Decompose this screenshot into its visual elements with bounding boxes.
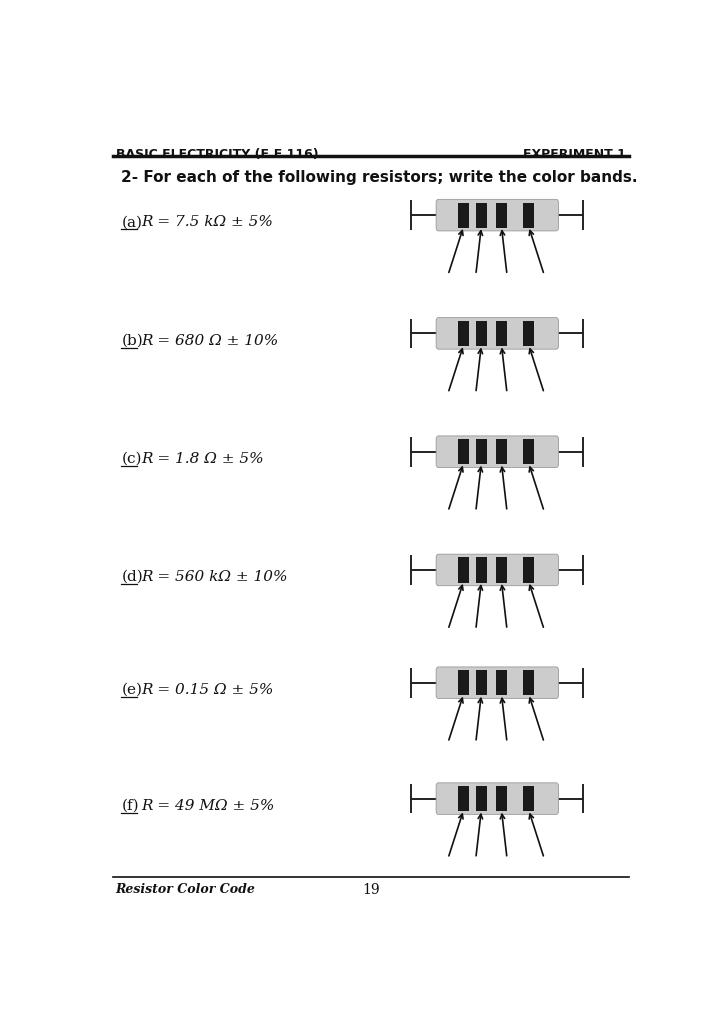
Text: R = 680 Ω ± 10%: R = 680 Ω ± 10% xyxy=(141,334,278,347)
Bar xyxy=(496,439,507,464)
Bar xyxy=(523,203,534,227)
Bar xyxy=(476,786,487,811)
FancyBboxPatch shape xyxy=(436,317,558,349)
Bar xyxy=(496,786,507,811)
FancyBboxPatch shape xyxy=(436,436,558,467)
Bar xyxy=(523,786,534,811)
Bar xyxy=(476,670,487,695)
Text: R = 49 MΩ ± 5%: R = 49 MΩ ± 5% xyxy=(141,799,274,813)
Text: Resistor Color Code: Resistor Color Code xyxy=(116,883,256,896)
FancyBboxPatch shape xyxy=(436,782,558,814)
Bar xyxy=(496,670,507,695)
Text: R = 1.8 Ω ± 5%: R = 1.8 Ω ± 5% xyxy=(141,452,264,466)
Bar xyxy=(476,439,487,464)
Bar xyxy=(496,203,507,227)
Bar xyxy=(476,203,487,227)
Bar xyxy=(458,439,469,464)
FancyBboxPatch shape xyxy=(436,667,558,698)
Bar xyxy=(496,321,507,346)
Text: 19: 19 xyxy=(362,883,380,897)
Bar xyxy=(458,786,469,811)
Text: (a): (a) xyxy=(122,215,143,229)
Text: (f): (f) xyxy=(122,799,139,813)
Bar xyxy=(458,670,469,695)
Bar xyxy=(523,557,534,583)
Bar xyxy=(496,557,507,583)
Bar xyxy=(523,321,534,346)
Bar xyxy=(458,557,469,583)
Bar xyxy=(458,203,469,227)
Text: (c): (c) xyxy=(122,452,142,466)
Bar xyxy=(476,557,487,583)
Bar xyxy=(476,321,487,346)
Text: (e): (e) xyxy=(122,683,143,697)
Text: EXPERIMENT 1: EXPERIMENT 1 xyxy=(523,148,626,161)
Text: R = 0.15 Ω ± 5%: R = 0.15 Ω ± 5% xyxy=(141,683,274,697)
Text: (b): (b) xyxy=(122,334,143,347)
Text: 2- For each of the following resistors; write the color bands.: 2- For each of the following resistors; … xyxy=(122,170,638,185)
Bar xyxy=(523,439,534,464)
Bar xyxy=(458,321,469,346)
FancyBboxPatch shape xyxy=(436,554,558,586)
Text: R = 560 kΩ ± 10%: R = 560 kΩ ± 10% xyxy=(141,570,287,584)
FancyBboxPatch shape xyxy=(436,200,558,230)
Text: BASIC ELECTRICITY (E.E 116): BASIC ELECTRICITY (E.E 116) xyxy=(116,148,319,161)
Text: R = 7.5 kΩ ± 5%: R = 7.5 kΩ ± 5% xyxy=(141,215,273,229)
Text: (d): (d) xyxy=(122,570,143,584)
Bar xyxy=(523,670,534,695)
